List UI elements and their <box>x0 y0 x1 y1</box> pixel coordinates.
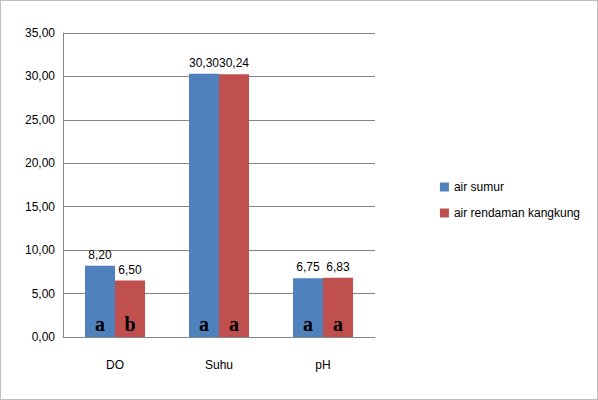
svg-text:a: a <box>229 313 239 335</box>
svg-text:10,00: 10,00 <box>25 243 55 257</box>
svg-text:30,24: 30,24 <box>219 56 249 70</box>
svg-text:30,30: 30,30 <box>189 56 219 70</box>
svg-text:15,00: 15,00 <box>25 200 55 214</box>
svg-text:air rendaman kangkung: air rendaman kangkung <box>454 206 580 220</box>
svg-text:6,75: 6,75 <box>296 260 320 274</box>
svg-text:a: a <box>95 313 105 335</box>
svg-text:35,00: 35,00 <box>25 26 55 40</box>
svg-text:5,00: 5,00 <box>32 287 56 301</box>
svg-text:6,83: 6,83 <box>326 260 350 274</box>
svg-text:Suhu: Suhu <box>205 358 233 372</box>
svg-text:6,50: 6,50 <box>118 263 142 277</box>
svg-text:a: a <box>333 313 343 335</box>
svg-text:a: a <box>199 313 209 335</box>
svg-text:a: a <box>303 313 313 335</box>
svg-text:DO: DO <box>106 358 124 372</box>
svg-text:0,00: 0,00 <box>32 330 56 344</box>
svg-text:b: b <box>124 313 135 335</box>
svg-text:pH: pH <box>315 358 330 372</box>
svg-text:30,00: 30,00 <box>25 69 55 83</box>
svg-text:25,00: 25,00 <box>25 113 55 127</box>
svg-text:20,00: 20,00 <box>25 156 55 170</box>
svg-text:air sumur: air sumur <box>454 180 504 194</box>
svg-text:8,20: 8,20 <box>88 248 112 262</box>
